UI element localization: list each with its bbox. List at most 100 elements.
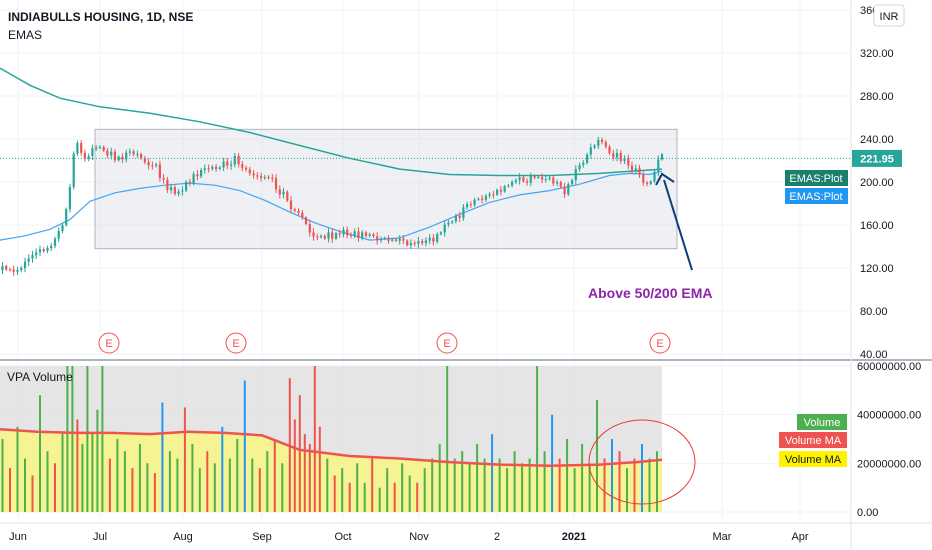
candle-body <box>567 184 570 195</box>
volume-bar <box>596 400 598 512</box>
annotation-text: Above 50/200 EMA <box>588 285 713 301</box>
candle-body <box>132 151 135 155</box>
volume-tick-label: 60000000.00 <box>857 361 921 373</box>
candle-body <box>349 235 353 237</box>
volume-bar <box>258 468 261 512</box>
volume-bar <box>31 475 34 512</box>
volume-bar <box>236 439 239 512</box>
candle-body <box>409 243 412 246</box>
last-price-value: 221.95 <box>860 153 894 165</box>
candle-body <box>162 178 165 180</box>
volume-bar <box>39 395 41 512</box>
candle-body <box>376 236 379 241</box>
legend-volume-ma-red-label: Volume MA <box>785 435 842 447</box>
candle-body <box>57 231 60 239</box>
volume-bar <box>536 366 539 512</box>
ema-50-line <box>0 170 663 241</box>
volume-bar <box>446 366 449 512</box>
volume-bar <box>618 451 621 512</box>
candle-body <box>248 169 251 174</box>
candle-body <box>627 158 630 166</box>
price-scale[interactable]: 360.00320.00280.00240.00200.00160.00120.… <box>860 5 894 361</box>
volume-bar <box>153 473 156 512</box>
earnings-marker-label: E <box>656 338 663 350</box>
candle-body <box>548 177 551 179</box>
candle-body <box>619 152 622 162</box>
volume-bar <box>611 439 613 512</box>
volume-scale[interactable]: 60000000.00 40000000.00 20000000.00 0.00 <box>857 361 921 519</box>
candle-body <box>511 181 514 186</box>
consolidation-range-box <box>94 128 678 250</box>
volume-bar <box>581 443 584 512</box>
candle-body <box>544 179 547 180</box>
candle-body <box>593 145 596 148</box>
candle-body <box>466 204 469 208</box>
volume-bar <box>91 431 94 512</box>
volume-bar <box>641 443 643 512</box>
candle-body <box>451 221 454 223</box>
volume-bar <box>298 395 301 512</box>
volume-bar <box>54 463 56 512</box>
earnings-marker-3[interactable]: E <box>436 332 458 354</box>
candle-body <box>496 189 499 195</box>
time-scale[interactable]: Jun Jul Aug Sep Oct Nov 2 2021 Mar Apr <box>9 531 809 543</box>
candle-body <box>447 222 450 225</box>
volume-bar <box>603 458 606 512</box>
earnings-marker-label: E <box>105 338 112 350</box>
earnings-marker-4[interactable]: E <box>649 332 671 354</box>
candle-body <box>65 209 68 225</box>
candle-body <box>428 237 431 241</box>
volume-bar <box>333 475 336 512</box>
volume-bar <box>483 458 486 512</box>
candle-body <box>443 224 446 233</box>
indicator-label: EMAS <box>8 28 42 42</box>
volume-tick-label: 0.00 <box>857 507 878 519</box>
volume-panel-label: VPA Volume <box>7 370 73 384</box>
candle-body <box>98 146 101 148</box>
last-price-tag-box <box>852 149 902 167</box>
candle-body <box>289 200 293 210</box>
candle-body <box>267 176 270 178</box>
ema-200-line <box>0 67 663 177</box>
volume-bar <box>213 463 216 512</box>
candle-body <box>477 198 480 200</box>
candle-body <box>83 152 86 159</box>
candle-body <box>604 142 607 147</box>
candle-body <box>35 252 38 256</box>
volume-bar <box>401 463 404 512</box>
candle-body <box>8 269 12 271</box>
volume-bar <box>476 443 479 512</box>
candle-body <box>484 196 487 200</box>
volume-bar <box>656 451 658 512</box>
candle-body <box>630 165 634 171</box>
earnings-marker-1[interactable]: E <box>98 332 120 354</box>
price-tick-label: 160.00 <box>860 220 894 232</box>
candle-body <box>612 153 615 158</box>
volume-bar <box>101 366 104 512</box>
earnings-markers[interactable]: E E E E <box>98 332 671 354</box>
volume-bar <box>243 380 246 512</box>
candle-body <box>323 235 326 239</box>
candle-body <box>297 210 300 213</box>
candle-body <box>372 234 375 237</box>
candle-body <box>574 169 577 181</box>
candle-body <box>117 156 120 161</box>
time-tick-label: Nov <box>409 531 429 543</box>
candle-body <box>402 238 405 241</box>
volume-bar <box>588 463 591 512</box>
volume-bar <box>1 439 4 512</box>
candle-body <box>492 194 495 196</box>
price-tick-label: 280.00 <box>860 91 894 103</box>
candle-body <box>155 164 158 166</box>
candle-body <box>526 181 529 183</box>
candle-body <box>38 249 42 253</box>
candle-body <box>342 229 345 235</box>
volume-bar <box>228 458 231 512</box>
volume-bar <box>521 463 524 512</box>
currency-badge[interactable]: INR <box>873 4 905 27</box>
candle-body <box>166 179 169 191</box>
earnings-marker-2[interactable]: E <box>225 332 247 354</box>
candle-body <box>514 180 517 182</box>
candle-body <box>660 154 664 160</box>
